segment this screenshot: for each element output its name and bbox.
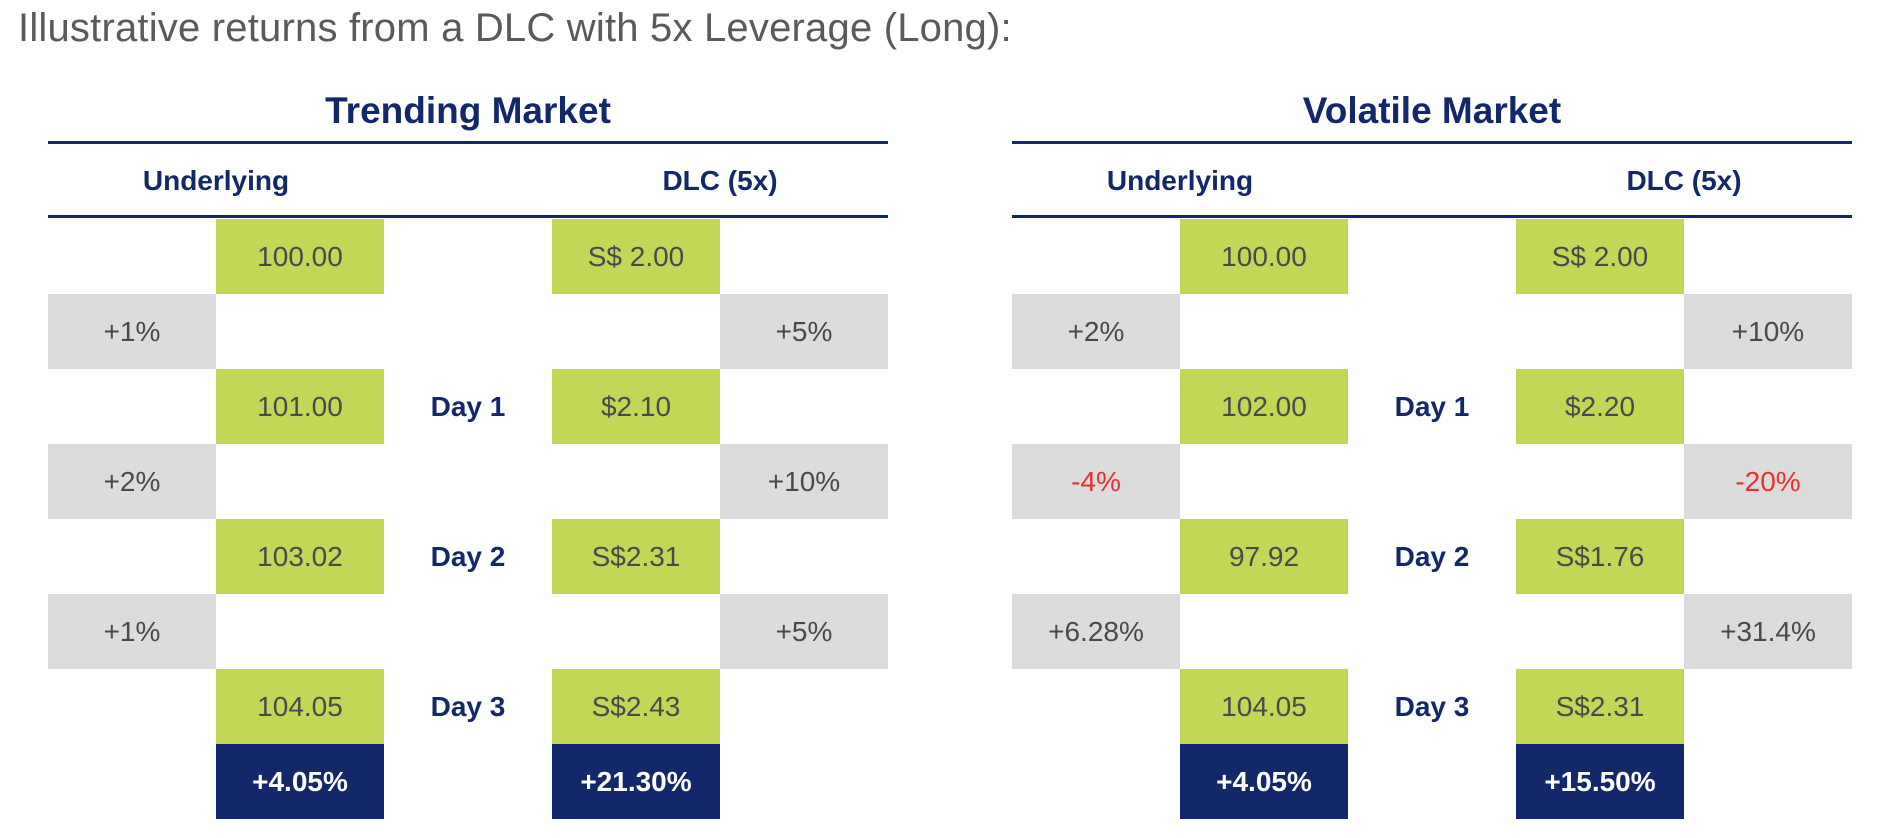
dlc-column-header: DLC (5x): [1626, 165, 1742, 196]
dlc-column-header: DLC (5x): [662, 165, 778, 196]
day-label-2: Day 2: [430, 540, 506, 572]
underlying-change-day-2: +2%: [48, 444, 216, 519]
divider: [48, 141, 888, 144]
underlying-start-value: 100.00: [1180, 219, 1348, 294]
underlying-change-day-1: +2%: [1012, 294, 1180, 369]
day-label-3: Day 3: [1394, 690, 1470, 722]
dlc-total-return: +15.50%: [1516, 744, 1684, 819]
underlying-value-day-3: 104.05: [216, 669, 384, 744]
underlying-change-day-2: -4%: [1012, 444, 1180, 519]
panel-title: Volatile Market: [1302, 90, 1562, 131]
underlying-value-day-1: 101.00: [216, 369, 384, 444]
underlying-value-day-3: 104.05: [1180, 669, 1348, 744]
panel-title: Trending Market: [325, 90, 611, 131]
underlying-total-return: +4.05%: [1180, 744, 1348, 819]
dlc-change-day-1: +5%: [720, 294, 888, 369]
underlying-change-day-3: +1%: [48, 594, 216, 669]
day-label-1: Day 1: [430, 390, 506, 422]
dlc-change-day-1: +10%: [1684, 294, 1852, 369]
dlc-total-return: +21.30%: [552, 744, 720, 819]
underlying-value-day-2: 97.92: [1180, 519, 1348, 594]
dlc-change-day-2: -20%: [1684, 444, 1852, 519]
divider: [1012, 141, 1852, 144]
dlc-value-day-3: S$2.31: [1516, 669, 1684, 744]
underlying-change-day-3: +6.28%: [1012, 594, 1180, 669]
underlying-value-day-2: 103.02: [216, 519, 384, 594]
dlc-value-day-2: S$2.31: [552, 519, 720, 594]
page-title: Illustrative returns from a DLC with 5x …: [18, 6, 1012, 50]
dlc-start-value: S$ 2.00: [552, 219, 720, 294]
day-label-3: Day 3: [430, 690, 506, 722]
dlc-change-day-3: +5%: [720, 594, 888, 669]
divider: [48, 215, 888, 218]
day-label-1: Day 1: [1394, 390, 1470, 422]
underlying-change-day-1: +1%: [48, 294, 216, 369]
dlc-value-day-1: $2.20: [1516, 369, 1684, 444]
dlc-value-day-1: $2.10: [552, 369, 720, 444]
underlying-start-value: 100.00: [216, 219, 384, 294]
underlying-total-return: +4.05%: [216, 744, 384, 819]
day-label-2: Day 2: [1394, 540, 1470, 572]
trending-market-panel: Trending Market Underlying DLC (5x) 100.…: [48, 86, 888, 831]
underlying-column-header: Underlying: [1106, 165, 1254, 196]
underlying-column-header: Underlying: [142, 165, 290, 196]
dlc-change-day-3: +31.4%: [1684, 594, 1852, 669]
dlc-start-value: S$ 2.00: [1516, 219, 1684, 294]
volatile-market-panel: Volatile Market Underlying DLC (5x) 100.…: [1012, 86, 1852, 831]
divider: [1012, 215, 1852, 218]
underlying-value-day-1: 102.00: [1180, 369, 1348, 444]
dlc-value-day-3: S$2.43: [552, 669, 720, 744]
dlc-change-day-2: +10%: [720, 444, 888, 519]
dlc-value-day-2: S$1.76: [1516, 519, 1684, 594]
